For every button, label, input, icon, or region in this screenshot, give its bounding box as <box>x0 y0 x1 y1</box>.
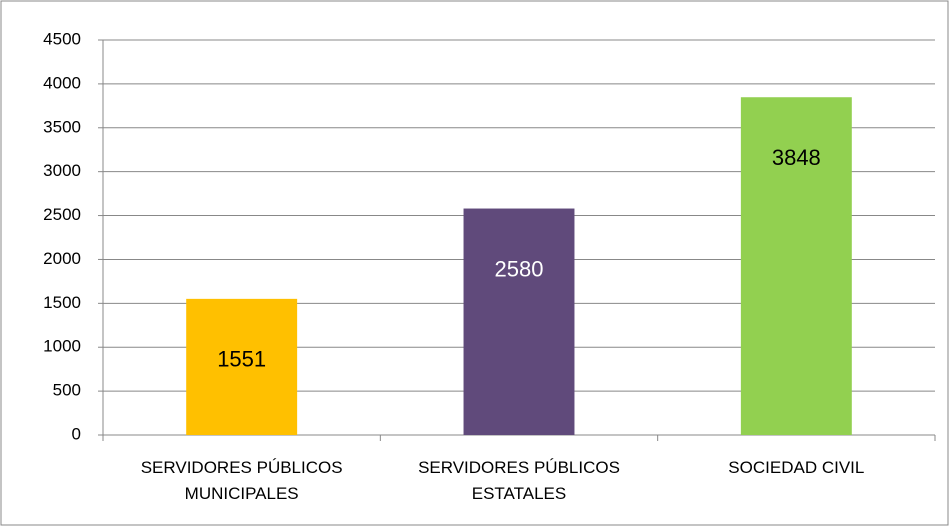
bar <box>186 298 298 435</box>
x-tick-label: SOCIEDAD CIVIL <box>728 458 865 477</box>
y-tick-label: 500 <box>53 381 81 400</box>
data-label: 2580 <box>495 256 544 281</box>
y-tick-label: 3500 <box>43 117 81 136</box>
x-tick-label: SERVIDORES PÚBLICOS MUNICIPALES <box>140 458 343 503</box>
y-tick-label: 0 <box>72 424 81 443</box>
y-tick-label: 4000 <box>43 73 81 92</box>
bar <box>463 208 575 435</box>
x-tick-label: SERVIDORES PÚBLICOS ESTATALES <box>418 458 620 503</box>
y-tick-label: 4500 <box>43 29 81 48</box>
bar <box>740 97 852 435</box>
data-label: 3848 <box>772 145 821 170</box>
y-tick-label: 2500 <box>43 205 81 224</box>
y-tick-label: 2000 <box>43 249 81 268</box>
y-tick-label: 3000 <box>43 161 81 180</box>
data-label: 1551 <box>217 347 266 372</box>
y-tick-label: 1500 <box>43 293 81 312</box>
y-tick-label: 1000 <box>43 337 81 356</box>
